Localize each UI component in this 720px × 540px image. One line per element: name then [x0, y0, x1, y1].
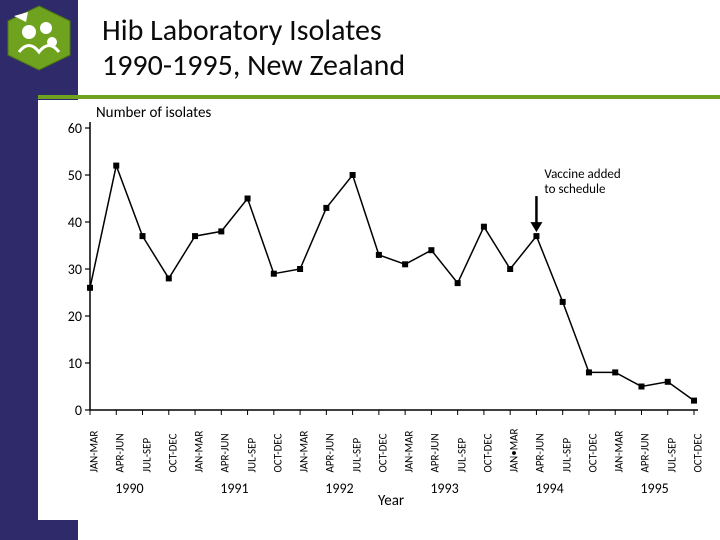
x-tick-label: APR-JUN	[639, 433, 652, 472]
x-tick-label: JAN•MAR	[508, 428, 521, 472]
x-tick-label: OCT-DEC	[376, 434, 389, 473]
data-marker	[665, 379, 671, 385]
x-tick-label: JAN-MAR	[193, 431, 206, 473]
y-axis-title: Number of isolates	[96, 104, 211, 122]
x-tick-label: APR-JUN	[324, 433, 337, 472]
x-year-label: 1991	[220, 480, 248, 497]
accent-line	[38, 95, 720, 99]
slide-title: Hib Laboratory Isolates 1990-1995, New Z…	[102, 14, 662, 83]
data-marker	[586, 369, 592, 375]
data-marker	[245, 196, 251, 202]
x-tick-label: OCT-DEC	[586, 434, 599, 473]
x-tick-label: JUL-SEP	[665, 438, 678, 473]
x-tick-label: APR-JUN	[429, 433, 442, 472]
x-tick-label: JUL-SEP	[455, 438, 468, 473]
chart-svg	[38, 100, 710, 520]
y-tick-label: 50	[68, 167, 82, 184]
y-tick-label: 10	[68, 355, 82, 372]
y-tick-label: 30	[68, 261, 82, 278]
data-marker	[428, 247, 434, 253]
y-tick-label: 60	[68, 120, 82, 137]
y-tick-label: 20	[68, 308, 82, 325]
data-marker	[140, 233, 146, 239]
x-tick-label: JUL-SEP	[350, 438, 363, 473]
y-tick-label: 0	[75, 402, 82, 419]
x-tick-label: APR-JUN	[114, 433, 127, 472]
x-tick-label: JAN-MAR	[88, 431, 101, 473]
data-marker	[271, 271, 277, 277]
x-tick-label: JAN-MAR	[298, 431, 311, 473]
data-marker	[481, 224, 487, 230]
x-tick-label: JAN-MAR	[403, 431, 416, 473]
x-year-label: 1993	[430, 480, 458, 497]
data-marker	[297, 266, 303, 272]
data-marker	[560, 299, 566, 305]
data-marker	[402, 261, 408, 267]
x-year-label: 1990	[115, 480, 143, 497]
x-tick-label: JUL-SEP	[245, 438, 258, 473]
x-tick-label: OCT-DEC	[166, 434, 179, 473]
x-tick-label: JUL-SEP	[140, 438, 153, 473]
slide: Hib Laboratory Isolates 1990-1995, New Z…	[0, 0, 720, 540]
logo-badge	[4, 4, 74, 72]
data-marker	[507, 266, 513, 272]
y-tick-label: 40	[68, 214, 82, 231]
data-marker	[612, 369, 618, 375]
x-year-label: 1992	[325, 480, 353, 497]
title-line-1: Hib Laboratory Isolates	[102, 14, 662, 49]
x-tick-label: OCT-DEC	[271, 434, 284, 473]
isolates-chart: 0 10 20 30 40 50 60 Vaccine addedto schedule Num…	[38, 100, 710, 520]
data-marker	[638, 384, 644, 390]
x-tick-label: APR-JUN	[219, 433, 232, 472]
data-marker	[691, 398, 697, 404]
x-tick-label: APR-JUN	[534, 433, 547, 472]
data-marker	[166, 275, 172, 281]
data-marker	[87, 285, 93, 291]
x-axis-title: Year	[378, 492, 404, 510]
data-marker	[192, 233, 198, 239]
x-year-label: 1994	[535, 480, 563, 497]
data-marker	[323, 205, 329, 211]
data-marker	[113, 163, 119, 169]
data-marker	[533, 233, 539, 239]
x-tick-label: JAN-MAR	[613, 431, 626, 473]
x-tick-label: OCT-DEC	[481, 434, 494, 473]
data-marker	[455, 280, 461, 286]
title-line-2: 1990-1995, New Zealand	[102, 49, 662, 84]
x-tick-label: OCT-DEC	[692, 434, 705, 473]
vaccine-annotation: Vaccine addedto schedule	[544, 168, 620, 198]
x-tick-label: JUL-SEP	[560, 438, 573, 473]
x-year-label: 1995	[640, 480, 668, 497]
data-marker	[218, 228, 224, 234]
data-marker	[350, 172, 356, 178]
data-marker	[376, 252, 382, 258]
